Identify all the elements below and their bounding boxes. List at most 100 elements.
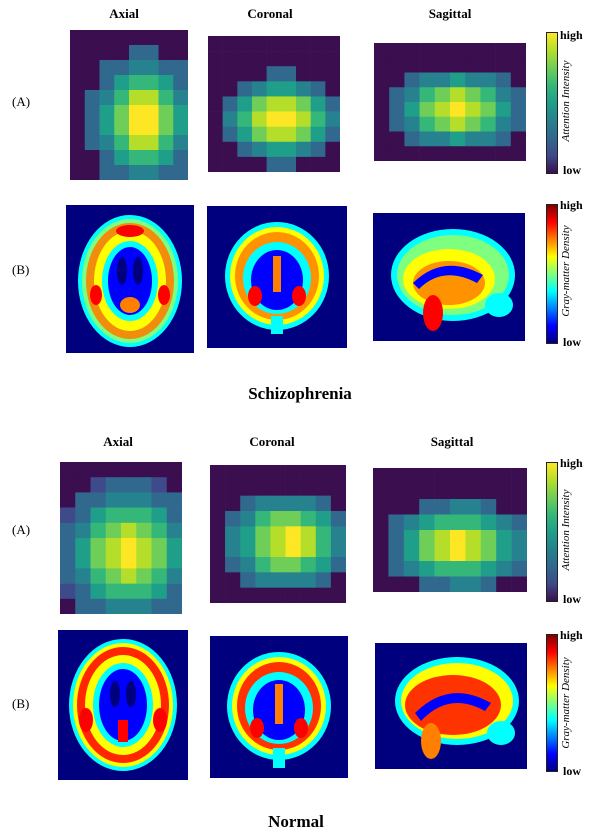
heatmap-cell [222,156,238,172]
heatmap-cell [173,135,188,151]
heatmap-cell [114,105,130,121]
heatmap-cell [255,557,271,573]
heatmap-cell [465,483,482,500]
heatmap-cell [266,141,282,158]
heatmap-cell [105,538,122,554]
heatmap-cell [75,462,91,478]
density-colorbar [546,204,558,344]
heatmap-cell [296,126,311,143]
heatmap-cell [158,45,174,61]
row-label-a: (A) [12,94,31,109]
heatmap-cell [158,75,174,91]
heatmap-cell [510,72,526,88]
heatmap-cell [166,553,182,569]
heatmap-cell [266,36,282,52]
heatmap-cell [404,72,420,88]
heatmap-cell [270,495,286,512]
heatmap-cell [99,165,115,180]
heatmap-cell [84,105,100,121]
heatmap-cell [373,576,389,592]
heatmap-cell [75,522,91,539]
heatmap-cell [373,545,389,562]
heatmap-cell [105,583,122,600]
heatmap-cell [222,66,238,82]
heatmap-cell [210,557,226,573]
heatmap-cell [330,526,346,542]
heatmap-cell [450,131,466,147]
heatmap-cell [225,526,241,542]
heatmap-cell [434,530,451,546]
heatmap-cell [450,545,466,562]
heatmap-cell [374,57,390,73]
heatmap-cell [208,36,223,52]
heatmap-cell [496,514,512,531]
heatmap-cell [450,102,466,118]
heatmap-cell [450,72,466,88]
heatmap-cell [255,480,271,496]
heatmap-cell [480,102,496,118]
heatmap-cell [166,538,182,554]
heatmap-cell [60,477,76,493]
heatmap-cell [419,545,435,562]
heatmap-cell [60,568,76,584]
heatmap-cell [252,156,267,172]
heatmap-cell [419,530,435,546]
heatmap-cell [315,495,332,512]
view-title-axial: Axial [103,434,133,449]
heatmap-cell [388,561,405,577]
heatmap-cell [143,120,159,136]
heatmap-cell [374,102,390,118]
heatmap-cell [240,511,256,527]
heatmap-cell [173,60,188,76]
heatmap-cell [75,598,91,614]
heatmap-cell [173,150,188,166]
heatmap-cell [222,126,238,143]
heatmap-cell [166,522,182,539]
heatmap-cell [403,561,420,577]
heatmap-cell [511,530,527,546]
heatmap-cell [310,156,326,172]
heatmap-cell [90,522,107,539]
heatmap-cell [480,116,496,132]
heatmap-cell [237,66,253,82]
heatmap-cell [510,57,526,73]
heatmap-cell [225,495,241,512]
heatmap-cell [136,477,152,493]
heatmap-cell [210,480,226,496]
heatmap-cell [90,507,107,524]
heatmap-cell [511,545,527,562]
heatmap-cell [158,105,174,121]
heatmap-cell [158,135,174,151]
heatmap-cell [70,120,86,136]
row-label-b: (B) [12,696,30,711]
heatmap-cell [450,87,466,103]
colorbar-high-label: high [560,456,583,470]
heatmap-cell [403,530,420,546]
heatmap-cell [296,141,311,158]
heatmap-cell [510,87,526,103]
heatmap-cell [496,545,512,562]
heatmap-cell [495,57,512,73]
heatmap-cell [84,135,100,151]
heatmap-cell [465,102,481,118]
heatmap-cell [70,60,86,76]
heatmap-cell [465,545,482,562]
heatmap-cell [495,87,512,103]
heatmap-cell [151,583,168,600]
heatmap-cell [285,495,301,512]
heatmap-cell [210,495,226,512]
heatmap-cell [389,116,405,132]
heatmap-cell [166,568,182,584]
heatmap-cell [143,165,159,180]
heatmap-cell [121,492,137,508]
heatmap-cell [222,81,238,97]
heatmap-cell [255,511,271,527]
heatmap-cell [90,492,107,508]
heatmap-cell [325,36,340,52]
heatmap-cell [510,102,526,118]
heatmap-cell [75,568,91,584]
heatmap-cell [173,105,188,121]
heatmap-cell [143,105,159,121]
heatmap-cell [419,514,435,531]
heatmap-cell [388,483,405,500]
